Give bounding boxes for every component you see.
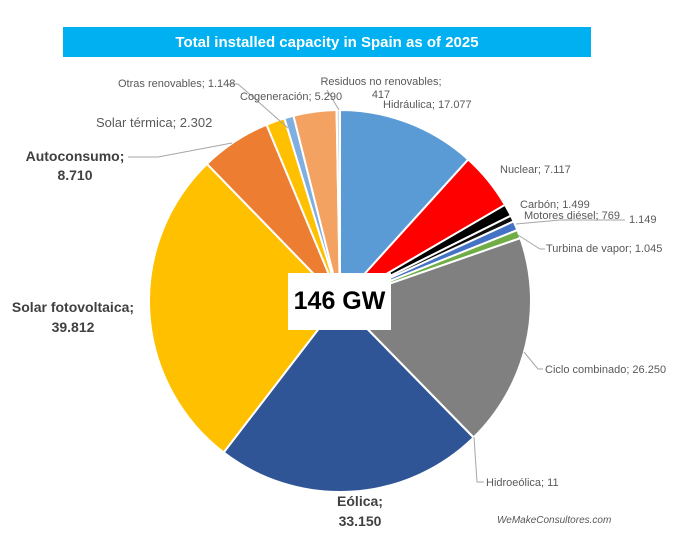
label-residuos-name: Residuos no renovables; <box>320 76 441 88</box>
label-carbon: Carbón; 1.499 <box>520 199 590 211</box>
label-hidraulica: Hidráulica; 17.077 <box>383 99 472 111</box>
chart-title: Total installed capacity in Spain as of … <box>63 27 591 57</box>
label-residuos-value: 417 <box>372 89 390 101</box>
label-cogeneracion: Cogeneración; 5.290 <box>240 91 342 103</box>
leader-line-hidroeolica <box>473 436 484 483</box>
label-solar-fotovoltaica-value: 39.812 <box>52 319 95 335</box>
pie-slice-hidraulica <box>339 108 470 304</box>
label-1149: 1.149 <box>629 214 657 226</box>
label-hidroeolica: Hidroeólica; 11 <box>486 477 559 489</box>
label-nuclear: Nuclear; 7.117 <box>500 164 571 176</box>
leader-line-residuos <box>326 89 340 111</box>
leader-line-autoconsumo <box>128 142 233 158</box>
total-capacity-label: 146 GW <box>288 273 391 330</box>
label-autoconsumo-value: 8.710 <box>57 167 92 183</box>
label-autoconsumo-name: Autoconsumo; <box>26 148 125 164</box>
leader-line-turbina-vapor <box>517 234 545 250</box>
pie-slice-residuos-no-renovables <box>335 108 341 302</box>
leader-line-1149 <box>515 219 625 225</box>
label-eolica-name: Eólica; <box>337 493 383 509</box>
pie-slice-eolica <box>222 299 475 493</box>
label-eolica-value: 33.150 <box>339 513 382 529</box>
label-solar-fotovoltaica-name: Solar fotovoltaica; <box>12 299 134 315</box>
leader-line-ciclo-combinado <box>523 351 543 370</box>
label-motores-diesel: Motores diésel; 769 <box>524 210 620 222</box>
label-turbina-vapor: Turbina de vapor; 1.045 <box>546 243 662 255</box>
source-credit: WeMakeConsultores.com <box>497 515 612 526</box>
pie-slice-solar-fotovoltaica <box>148 162 342 454</box>
leader-line-otras-renovables <box>228 83 289 129</box>
leader-lines <box>128 83 625 483</box>
label-solar-termica: Solar térmica; 2.302 <box>96 115 212 130</box>
label-ciclo-combinado: Ciclo combinado; 26.250 <box>545 364 666 376</box>
label-otras-renovables: Otras renovables; 1.148 <box>118 78 235 90</box>
